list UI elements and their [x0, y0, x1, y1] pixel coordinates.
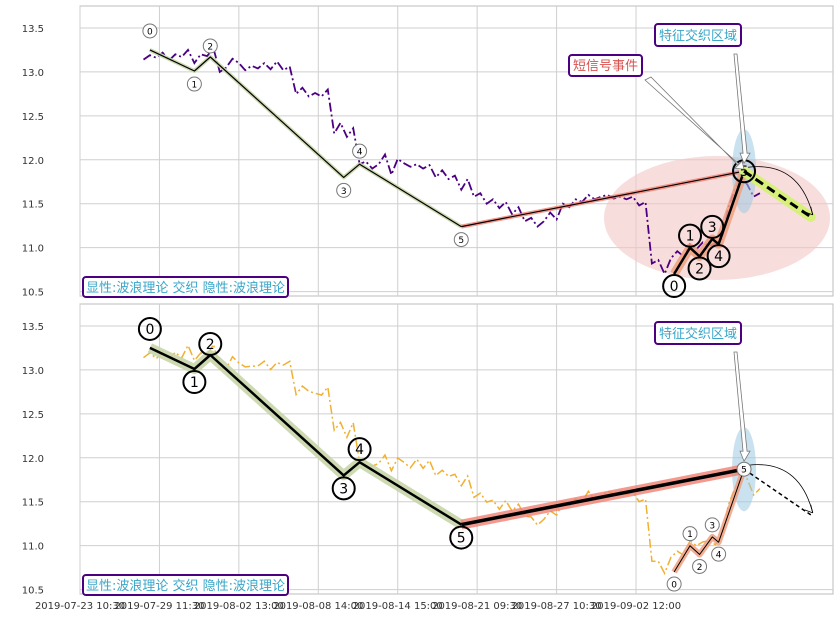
sub-wave-label: 2 — [695, 261, 704, 277]
y-tick-label: 13.0 — [22, 68, 44, 79]
main-wave-label: 0 — [145, 322, 154, 338]
main-wave-label: 3 — [339, 481, 348, 497]
main-wave-point — [182, 370, 207, 395]
x-tick-label: 2019-08-21 09:30 — [432, 601, 522, 612]
main-wave-label: 1 — [192, 81, 198, 91]
sub-wave-point — [700, 214, 725, 239]
legend-text: 显性:波浪理论 交织 隐性:波浪理论 — [86, 578, 285, 594]
main-wave-point — [331, 476, 356, 501]
sub-wave-label: 3 — [709, 521, 715, 531]
main-wave-label: 4 — [355, 442, 364, 458]
sub-wave-label: 1 — [687, 530, 693, 540]
x-tick-label: 2019-08-02 13:00 — [194, 601, 284, 612]
feature-arrow — [733, 351, 751, 463]
sub-wave-label: 1 — [686, 229, 695, 245]
event-annotation-box — [568, 54, 643, 77]
sub-wave-point — [666, 576, 682, 592]
event-annotation: 短信号事件 — [573, 59, 638, 74]
sub-wave-label: 0 — [670, 279, 679, 295]
y-tick-label: 11.0 — [22, 542, 44, 553]
forecast-arc — [747, 166, 814, 216]
main-wave-label: 5 — [457, 531, 466, 547]
main-wave-point — [449, 525, 474, 550]
sub-wave-point — [736, 461, 752, 477]
event-arrow — [644, 76, 745, 170]
legend-text: 显性:波浪理论 交织 隐性:波浪理论 — [86, 280, 285, 296]
sub-wave-point — [678, 223, 703, 248]
y-tick-label: 10.5 — [22, 288, 44, 299]
sub-wave-label: 3 — [708, 220, 717, 236]
sub-wave-label: 5 — [740, 164, 749, 180]
forecast-arrowhead — [804, 504, 814, 514]
y-tick-label: 13.0 — [22, 366, 44, 377]
y-tick-label: 12.0 — [22, 454, 44, 465]
legend-box — [82, 276, 289, 298]
main-wave-point — [198, 331, 223, 356]
main-wave-point — [142, 23, 158, 39]
sub-wave-label: 0 — [671, 581, 677, 591]
forecast-arrowhead — [804, 206, 814, 216]
main-wave-label: 2 — [207, 42, 213, 52]
main-wave-label: 3 — [341, 187, 347, 197]
y-tick-label: 12.5 — [22, 410, 44, 421]
main-wave-point — [352, 143, 368, 159]
panel-top: 10.511.011.512.012.513.013.5 012345012345… — [22, 5, 834, 299]
connector-line — [460, 467, 745, 527]
y-tick-label: 11.0 — [22, 244, 44, 255]
main-wave-label: 5 — [458, 236, 464, 246]
main-wave-label: 2 — [206, 337, 215, 353]
sub-wave-point — [706, 244, 731, 269]
sub-wave-label: 2 — [697, 563, 703, 573]
feature-arrow — [733, 53, 751, 165]
sub-wave-label: 4 — [716, 551, 722, 561]
feature-annotation-box — [654, 321, 742, 345]
feature-annotation: 特征交织区域 — [659, 326, 737, 342]
main-wave-point — [186, 76, 202, 92]
x-tick-label: 2019-07-23 10:30 — [35, 601, 125, 612]
panel-bottom: 10.5 11.0 11.5 12.0 12.5 13.0 13.5 0 1 2 3 4 5 0 1 2 3 4 5… — [22, 303, 834, 597]
main-wave-point — [453, 232, 469, 248]
x-tick-label: 2019-07-29 11:30 — [114, 601, 204, 612]
y-tick-label: 13.5 — [22, 24, 44, 35]
feature-annotation: 特征交织区域 — [659, 28, 737, 44]
x-tick-label: 2019-08-27 10:30 — [512, 601, 602, 612]
sub-wave-point — [682, 526, 698, 542]
main-wave-point — [202, 38, 218, 54]
x-tick-label: 2019-08-08 14:00 — [273, 601, 363, 612]
main-wave-point — [347, 437, 372, 462]
sub-wave-label: 4 — [714, 249, 723, 265]
forecast-halo — [739, 166, 816, 222]
legend-box — [82, 574, 289, 596]
feature-annotation-box — [654, 23, 742, 47]
main-wave-label: 4 — [357, 148, 363, 158]
connector-line — [461, 170, 745, 228]
main-wave-line — [149, 346, 462, 526]
price-line — [143, 342, 761, 576]
x-tick-label: 2019-08-14 15:00 — [353, 601, 443, 612]
x-tick-label: 2019-09-02 12:00 — [591, 601, 681, 612]
sub-wave-point — [662, 274, 687, 299]
sub-wave-line — [673, 469, 745, 573]
main-wave-label: 1 — [190, 375, 199, 391]
y-tick-label: 11.5 — [22, 498, 44, 509]
main-wave-line — [149, 49, 462, 228]
y-tick-label: 12.0 — [22, 156, 44, 167]
y-tick-label: 11.5 — [22, 200, 44, 211]
sub-wave-point — [692, 558, 708, 574]
forecast-arc — [747, 464, 814, 514]
main-wave-point — [336, 182, 352, 198]
sub-wave-point — [687, 256, 712, 281]
sub-wave-label: 5 — [741, 466, 747, 476]
sub-wave-point — [711, 546, 727, 562]
y-tick-label: 10.5 — [22, 586, 44, 597]
y-tick-label: 13.5 — [22, 322, 44, 333]
y-tick-label: 12.5 — [22, 112, 44, 123]
main-wave-point — [137, 316, 162, 341]
main-wave-label: 0 — [147, 27, 153, 37]
sub-wave-point — [704, 517, 720, 533]
